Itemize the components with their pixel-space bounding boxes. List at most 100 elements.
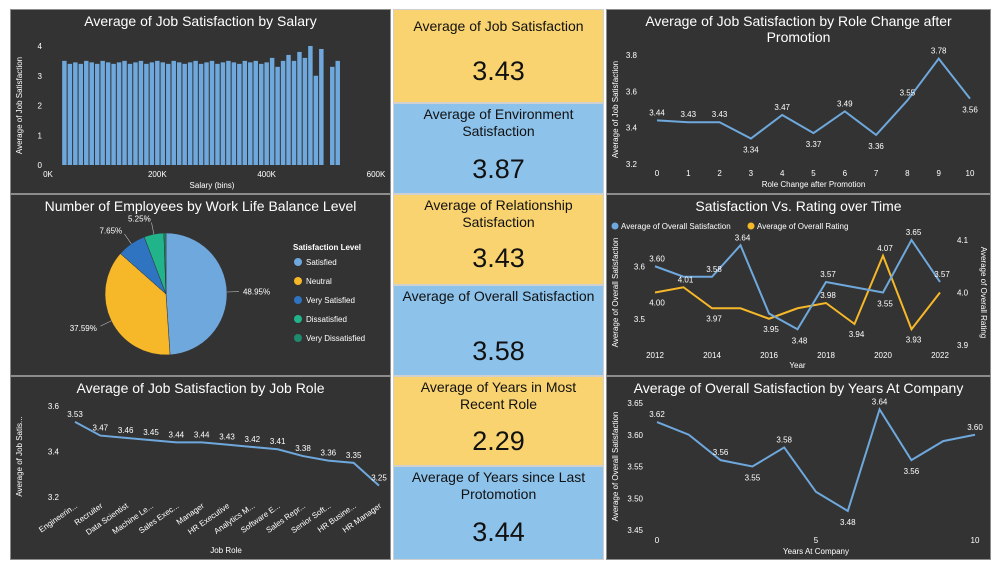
kpi-title: Average of Years in Most Recent Role <box>420 379 577 412</box>
slice-label: 48.95% <box>243 287 270 296</box>
bar <box>308 46 313 165</box>
bar <box>335 60 340 165</box>
legend-marker <box>294 315 302 323</box>
legend-marker <box>611 222 619 230</box>
y-tick-label: 3.60 <box>627 431 643 440</box>
kpi-value: 3.58 <box>472 336 525 366</box>
kpi-card-relationship-satisfaction: Average of Relationship Satisfaction 3.4… <box>393 194 604 285</box>
sat-vs-rating-title: Satisfaction Vs. Rating over Time <box>695 198 902 214</box>
data-label: 3.60 <box>967 423 983 432</box>
y-tick-label: 3.8 <box>626 51 638 60</box>
salary-chart-panel: Average of Job Satisfaction by Salary 0 1… <box>10 9 391 194</box>
legend-label: Neutral <box>306 277 332 286</box>
y-axis-title: Average of Overall Satisfaction <box>611 412 620 522</box>
bar <box>133 62 138 165</box>
data-label: 3.55 <box>745 474 761 483</box>
data-label: 3.35 <box>346 451 362 460</box>
bar <box>231 62 237 165</box>
x-tick-label: 2 <box>717 169 722 178</box>
kpi-card-years-last-promotion: Average of Years since Last Protomotion … <box>393 466 604 560</box>
series-line <box>74 421 380 487</box>
bar <box>286 54 291 165</box>
bar <box>319 48 324 165</box>
y-tick-label: 2 <box>38 102 43 111</box>
x-tick-label: 3 <box>749 169 754 178</box>
data-label: 3.38 <box>295 444 311 453</box>
y-tick-label: 3.2 <box>48 493 60 502</box>
data-label: 3.64 <box>735 233 751 242</box>
bar <box>269 57 275 165</box>
y-tick-label: 1 <box>38 131 43 140</box>
x-tick-label: 5 <box>811 169 816 178</box>
bar <box>204 62 209 165</box>
bar <box>171 60 176 165</box>
role-change-line-chart: 3.2 3.4 3.6 3.8 0 1 2 3 4 5 6 7 8 9 10 3.44 3.43 3.43 3.34… <box>611 47 978 189</box>
data-label: 3.47 <box>774 103 790 112</box>
legend-marker <box>747 222 755 230</box>
slice-leader <box>124 233 132 245</box>
data-label: 3.36 <box>868 142 884 151</box>
bar <box>242 60 248 165</box>
y-tick-label: 3.6 <box>48 402 60 411</box>
data-label: 3.64 <box>872 397 888 406</box>
kpi-card-job-satisfaction: Average of Job Satisfaction 3.43 <box>393 9 604 103</box>
x-tick-label: 2022 <box>931 351 949 360</box>
y-tick-label: 3.65 <box>627 399 643 408</box>
salary-bar-chart: 0 1 2 3 4 0K 200K 400K 600K Salary (bins) Average … <box>15 42 386 190</box>
legend-title: Satisfaction Level <box>293 243 361 252</box>
job-role-chart-panel: Average of Job Satisfaction by Job Role … <box>10 376 391 560</box>
x-tick-label: 2016 <box>760 351 778 360</box>
x-tick-label: 0 <box>655 536 660 545</box>
x-tick-label: 2012 <box>646 351 664 360</box>
data-label: 3.43 <box>681 110 697 119</box>
data-label: 3.62 <box>649 410 665 419</box>
bar <box>144 63 149 165</box>
kpi-value: 3.43 <box>472 243 525 273</box>
slice-label: 5.25% <box>128 215 151 224</box>
legend-marker <box>294 334 302 342</box>
kpi-card-years-recent-role: Average of Years in Most Recent Role 2.2… <box>393 376 604 466</box>
bar <box>67 63 73 165</box>
data-label: 3.42 <box>245 435 261 444</box>
bar <box>62 60 67 165</box>
bar <box>122 60 127 165</box>
x-tick-label: Engineerin... <box>37 501 79 534</box>
bar <box>291 60 297 165</box>
legend-label: Very Dissatisfied <box>306 334 365 343</box>
data-label: 3.93 <box>906 335 922 344</box>
y2-tick-label: 3.9 <box>957 341 969 350</box>
bar <box>182 63 187 165</box>
data-label: 3.46 <box>118 426 134 435</box>
series-line-satisfaction <box>654 238 941 331</box>
data-label: 3.56 <box>904 467 920 476</box>
x-tick-label: 0 <box>655 169 660 178</box>
bar <box>297 51 302 166</box>
bar <box>127 63 133 165</box>
bar <box>105 62 111 165</box>
y-axis-title: Average of Job Satis... <box>15 416 24 496</box>
x-axis-title: Job Role <box>210 546 242 555</box>
slice-label: 7.65% <box>99 227 122 236</box>
y-axis-title: Average of Job Satisfaction <box>611 61 620 158</box>
data-label: 3.60 <box>649 254 665 263</box>
bar <box>198 63 204 165</box>
data-label: 3.44 <box>194 430 210 439</box>
pie-slice <box>165 232 228 356</box>
x-tick-label: 8 <box>905 169 910 178</box>
data-label: 3.58 <box>776 435 792 444</box>
bar <box>149 62 155 165</box>
bar <box>111 63 116 165</box>
bar <box>138 60 144 165</box>
data-label: 3.55 <box>877 300 893 309</box>
work-life-pie-title: Number of Employees by Work Life Balance… <box>44 198 357 214</box>
bar <box>275 66 280 165</box>
series-line <box>656 406 976 513</box>
kpi-value: 3.43 <box>472 56 525 86</box>
y2-tick-label: 4.1 <box>957 236 969 245</box>
salary-chart-title: Average of Job Satisfaction by Salary <box>84 13 317 29</box>
bar <box>258 63 264 165</box>
bar <box>187 62 193 165</box>
bar <box>215 63 220 165</box>
series-line <box>656 56 971 140</box>
sat-vs-rating-panel: Satisfaction Vs. Rating over Time Averag… <box>606 194 991 376</box>
